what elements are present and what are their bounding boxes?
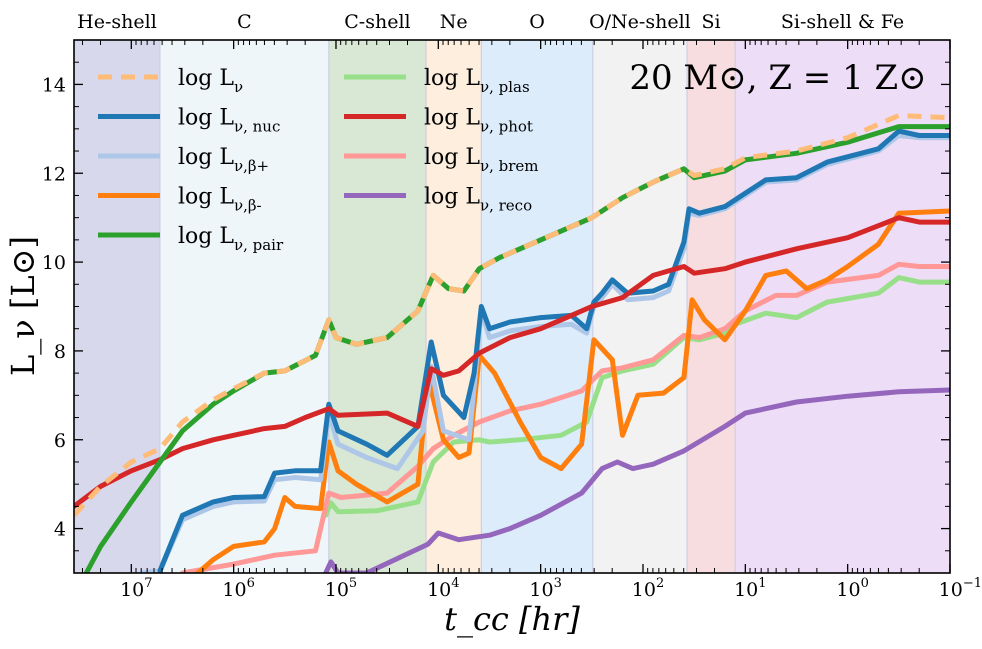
phase-label: Si-shell & Fe: [781, 11, 904, 33]
phase-band: [159, 40, 329, 573]
legend-label: log Lν,β-: [178, 185, 262, 215]
x-axis-label: t_cc [hr]: [444, 600, 580, 638]
y-tick-label: 6: [54, 430, 66, 452]
phase-label: Si: [701, 11, 720, 33]
legend-label: log Lν, phot: [424, 106, 533, 136]
series-line: [323, 387, 950, 573]
x-tick-label: 103: [529, 576, 561, 601]
phase-label: O/Ne-shell: [589, 11, 691, 33]
phase-band: [426, 40, 482, 573]
phase-label: O: [529, 11, 545, 33]
phase-band: [481, 40, 593, 573]
x-tick-label: 10−1: [939, 576, 982, 601]
chart-title: 20 M⊙, Z = 1 Z⊙: [629, 58, 926, 98]
y-tick-label: 8: [54, 341, 66, 363]
y-tick-label: 4: [54, 519, 66, 541]
phase-label: C-shell: [344, 11, 410, 33]
x-tick-label: 102: [632, 576, 664, 601]
phase-label: He-shell: [77, 11, 157, 33]
legend: log Lν log Lν, nuc log Lν,β+ log Lν,β-log L…: [98, 66, 539, 254]
x-tick-label: 101: [734, 576, 766, 601]
phase-label: Ne: [440, 11, 468, 33]
series-lines: [74, 113, 950, 573]
x-tick-label: 100: [836, 576, 868, 601]
series-line: [74, 215, 950, 509]
legend-label: log Lν, brem: [424, 145, 539, 175]
phase-labels: He-shell C C-shell Ne O O/Ne-shell Si Si-shell …: [77, 11, 904, 33]
x-tick-label: 105: [325, 576, 357, 601]
phase-band: [592, 40, 687, 573]
y-axis-label: L_ν [L⊙]: [4, 236, 42, 376]
phase-band: [74, 40, 160, 573]
legend-label: log Lν, pair: [178, 224, 284, 254]
x-tick-label: 106: [222, 576, 254, 601]
x-tick-label: 107: [120, 576, 152, 601]
legend-label: log Lν, reco: [424, 185, 532, 215]
phase-band: [735, 40, 950, 573]
phase-band: [328, 40, 427, 573]
legend-label: log Lν: [178, 66, 243, 96]
y-tick-label: 10: [42, 252, 66, 274]
legend-label: log Lν, plas: [424, 66, 530, 96]
axis-ticks: 4 6 8 10 12 14 107 106 105 104 103 102 101 100 10−1: [42, 39, 982, 601]
legend-label: log Lν, nuc: [178, 106, 280, 136]
phase-label: C: [237, 11, 252, 33]
y-tick-label: 12: [42, 163, 66, 185]
series-line: [195, 208, 950, 573]
legend-label: log Lν,β+: [178, 145, 269, 175]
phase-bands: [74, 40, 950, 573]
y-tick-label: 14: [42, 74, 66, 96]
series-line: [74, 113, 950, 517]
series-line: [157, 128, 950, 573]
x-tick-label: 104: [427, 576, 459, 601]
